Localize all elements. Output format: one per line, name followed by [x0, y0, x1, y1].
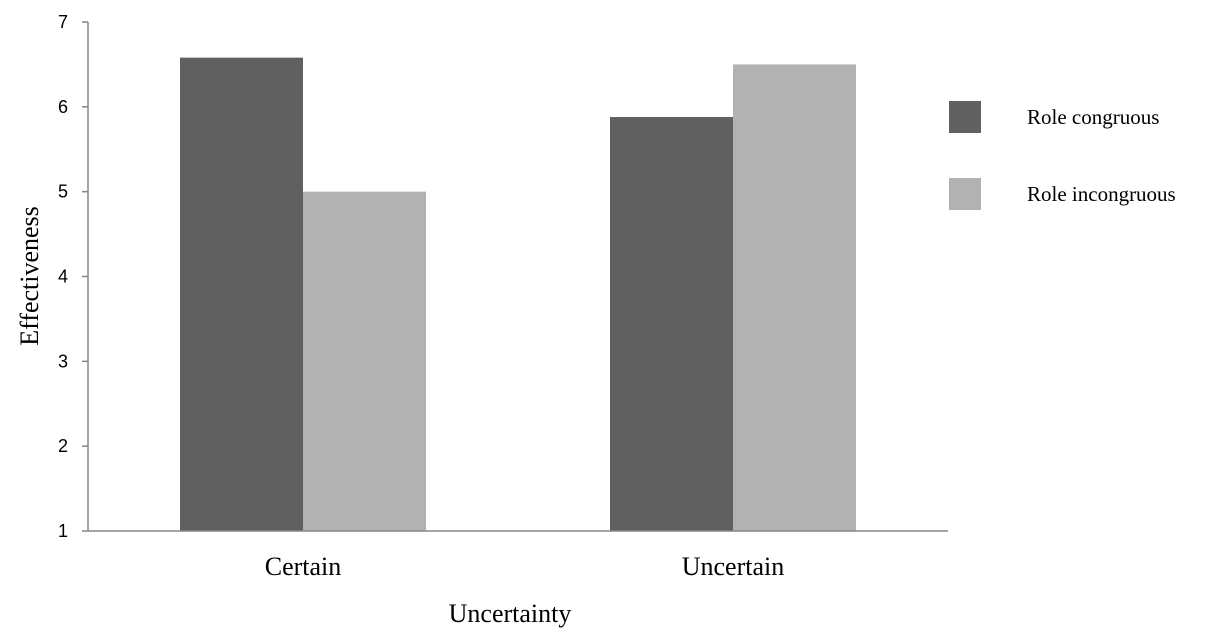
legend-swatch-1 — [949, 101, 981, 133]
axes-layer — [82, 21, 948, 532]
x-axis-title: Uncertainty — [449, 599, 572, 628]
bar-uncertain-series-1 — [610, 117, 733, 531]
y-tick-label: 1 — [58, 521, 68, 541]
y-tick-label: 3 — [58, 351, 68, 371]
bar-uncertain-series-2 — [733, 64, 856, 532]
bar-certain-series-2 — [303, 191, 426, 531]
x-tick-label: Uncertain — [682, 552, 785, 581]
y-tick-label: 2 — [58, 436, 68, 456]
legend-label-2: Role incongruous — [1027, 182, 1176, 206]
y-tick-label: 4 — [58, 267, 68, 287]
y-tick-label: 7 — [58, 12, 68, 32]
bar-certain-series-1 — [180, 57, 303, 531]
legend-label-1: Role congruous — [1027, 105, 1159, 129]
x-category-labels: Certain Uncertain — [265, 552, 785, 581]
y-tick-label: 5 — [58, 182, 68, 202]
x-tick-label: Certain — [265, 552, 342, 581]
y-tick-label: 6 — [58, 97, 68, 117]
y-tick-labels: 1 2 3 4 5 6 7 — [58, 12, 68, 541]
bars-layer — [180, 57, 856, 532]
legend-swatch-2 — [949, 178, 981, 210]
legend: Role congruous Role incongruous — [949, 101, 1176, 210]
y-axis-title: Effectiveness — [15, 206, 44, 346]
